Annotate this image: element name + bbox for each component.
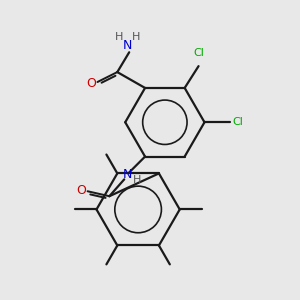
Text: N: N <box>122 168 132 181</box>
Text: O: O <box>77 184 87 197</box>
Text: N: N <box>122 39 132 52</box>
Text: H: H <box>132 32 140 42</box>
Text: H: H <box>115 32 124 42</box>
Text: H: H <box>133 176 141 185</box>
Text: Cl: Cl <box>232 117 243 127</box>
Text: O: O <box>87 77 97 91</box>
Text: Cl: Cl <box>193 48 204 58</box>
